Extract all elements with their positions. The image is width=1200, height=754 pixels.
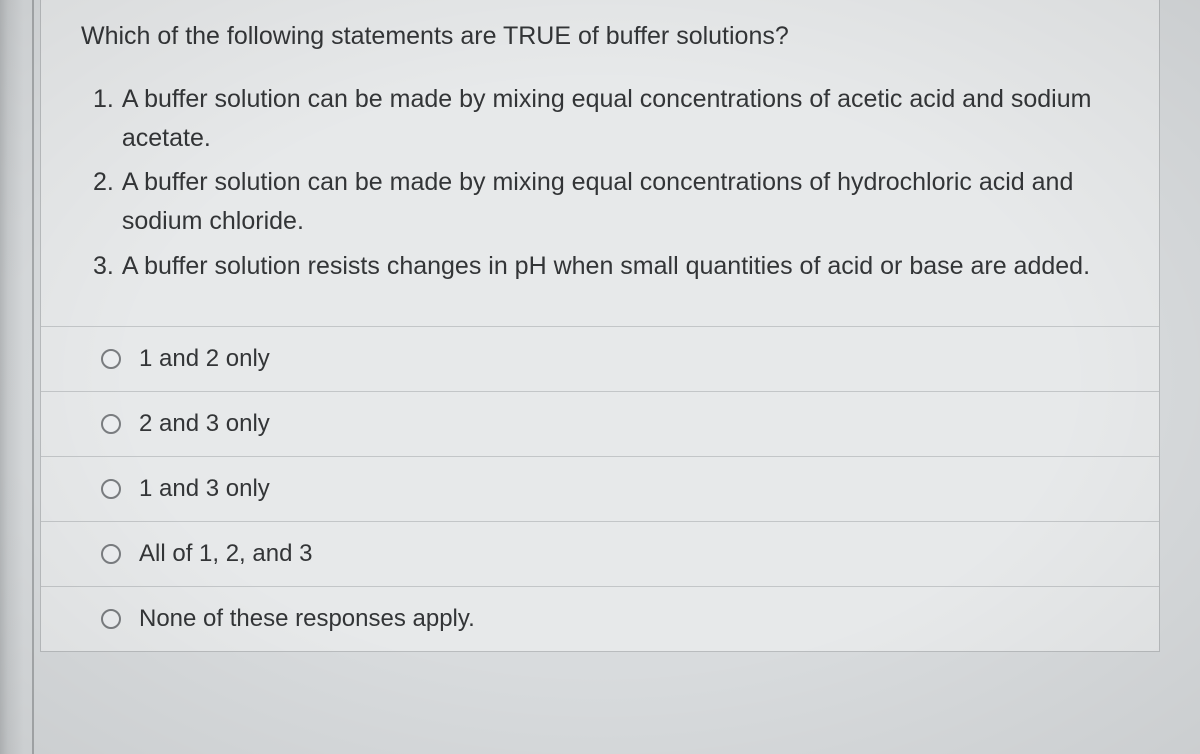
option-label: None of these responses apply. — [139, 605, 475, 633]
options-list: 1 and 2 only 2 and 3 only 1 and 3 only A… — [41, 326, 1159, 651]
statement-3: 3. A buffer solution resists changes in … — [93, 247, 1119, 286]
question-stem: Which of the following statements are TR… — [41, 0, 1159, 58]
option-1-and-2[interactable]: 1 and 2 only — [41, 326, 1159, 391]
statement-2: 2. A buffer solution can be made by mixi… — [93, 163, 1119, 241]
radio-icon[interactable] — [101, 349, 121, 369]
radio-icon[interactable] — [101, 609, 121, 629]
page-left-edge — [0, 0, 40, 754]
statement-3-number: 3. — [93, 247, 122, 286]
option-label: 2 and 3 only — [139, 410, 270, 438]
option-1-and-3[interactable]: 1 and 3 only — [41, 456, 1159, 521]
option-label: 1 and 2 only — [139, 345, 270, 373]
statement-2-number: 2. — [93, 163, 122, 241]
option-2-and-3[interactable]: 2 and 3 only — [41, 391, 1159, 456]
radio-icon[interactable] — [101, 414, 121, 434]
statement-1: 1. A buffer solution can be made by mixi… — [93, 80, 1119, 158]
option-label: 1 and 3 only — [139, 475, 270, 503]
statements-block: 1. A buffer solution can be made by mixi… — [41, 58, 1159, 316]
statement-2-text: A buffer solution can be made by mixing … — [122, 163, 1119, 241]
option-label: All of 1, 2, and 3 — [139, 540, 312, 568]
radio-icon[interactable] — [101, 479, 121, 499]
radio-icon[interactable] — [101, 544, 121, 564]
statement-3-text: A buffer solution resists changes in pH … — [122, 247, 1119, 286]
question-card: Which of the following statements are TR… — [40, 0, 1160, 652]
statement-1-number: 1. — [93, 80, 122, 158]
option-all[interactable]: All of 1, 2, and 3 — [41, 521, 1159, 586]
statement-1-text: A buffer solution can be made by mixing … — [122, 80, 1119, 158]
option-none[interactable]: None of these responses apply. — [41, 586, 1159, 651]
